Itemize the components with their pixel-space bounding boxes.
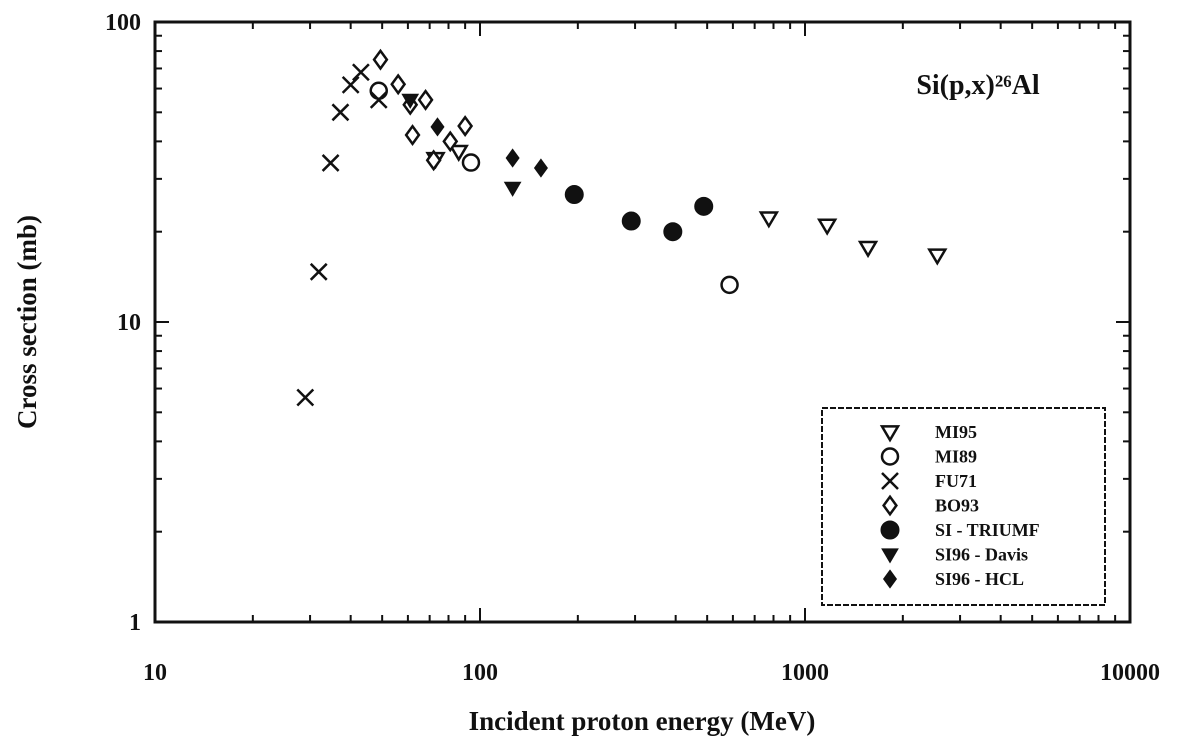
- y-tick-label: 10: [117, 310, 141, 336]
- marker: [404, 124, 421, 146]
- marker: [351, 63, 370, 82]
- y-axis-label: Cross section (mb): [12, 215, 42, 429]
- marker: [390, 73, 407, 96]
- marker: [417, 88, 434, 111]
- marker: [880, 520, 900, 540]
- annotation: Si(p,x)²⁶Al: [916, 70, 1040, 101]
- legend-label: SI - TRIUMF: [935, 520, 1040, 540]
- marker: [331, 103, 350, 122]
- marker: [720, 275, 739, 295]
- legend-box: [821, 407, 1106, 606]
- marker: [457, 115, 474, 137]
- x-tick-label: 10: [143, 660, 167, 686]
- legend-label: SI96 - HCL: [935, 569, 1024, 589]
- marker: [425, 149, 442, 172]
- marker: [816, 218, 838, 236]
- marker: [309, 262, 328, 281]
- marker: [369, 81, 388, 100]
- y-tick-label: 1: [129, 610, 141, 636]
- legend-label: SI96 - Davis: [935, 545, 1028, 565]
- marker: [401, 93, 420, 109]
- marker: [882, 494, 898, 517]
- x-tick-label: 100: [462, 660, 498, 686]
- marker: [882, 569, 898, 589]
- x-axis-label: Incident proton energy (MeV): [469, 706, 816, 736]
- marker: [533, 158, 548, 178]
- marker: [341, 76, 360, 94]
- y-tick-label: 100: [105, 10, 141, 36]
- x-tick-label: 10000: [1100, 660, 1160, 686]
- marker: [564, 185, 584, 205]
- marker: [321, 154, 340, 172]
- marker: [503, 181, 522, 197]
- x-tick-label: 1000: [781, 660, 829, 686]
- marker: [694, 196, 714, 216]
- marker: [857, 240, 879, 259]
- marker: [881, 548, 899, 564]
- marker: [881, 472, 899, 490]
- marker: [621, 211, 641, 231]
- legend-label: BO93: [935, 496, 979, 516]
- marker: [448, 144, 469, 163]
- legend-label: MI95: [935, 422, 977, 442]
- legend-label: MI89: [935, 447, 977, 467]
- legend-label: FU71: [935, 471, 977, 491]
- marker: [442, 130, 459, 153]
- marker: [758, 211, 780, 229]
- marker: [461, 153, 481, 172]
- marker: [927, 248, 948, 266]
- marker: [879, 425, 901, 443]
- marker: [430, 117, 445, 137]
- marker: [663, 222, 683, 242]
- marker: [296, 388, 315, 407]
- marker: [369, 91, 388, 109]
- marker: [505, 148, 520, 168]
- marker: [372, 48, 389, 71]
- marker: [880, 447, 900, 466]
